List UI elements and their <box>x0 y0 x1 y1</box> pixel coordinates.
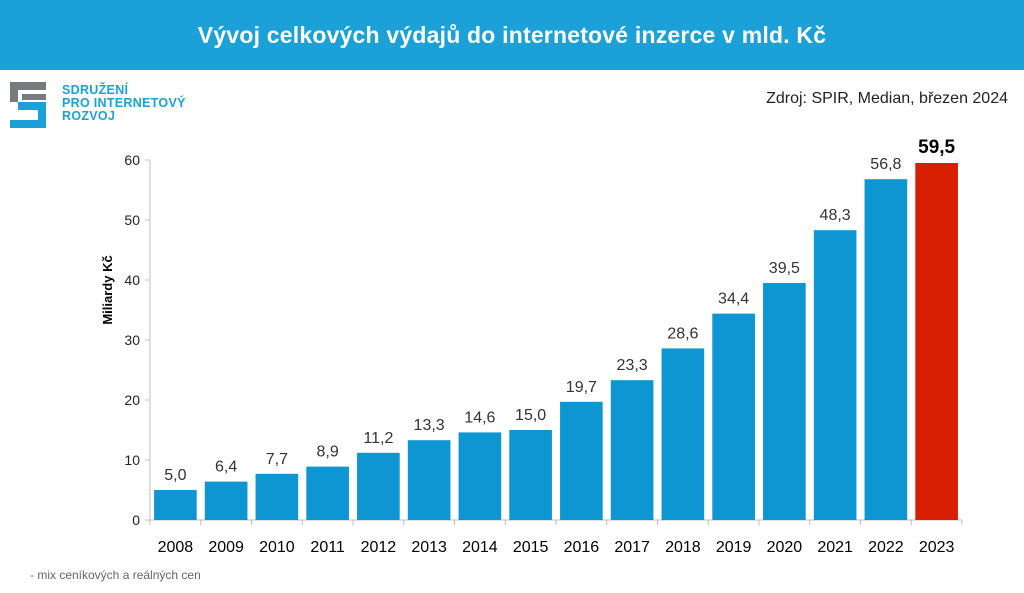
x-tick-label: 2022 <box>868 539 904 556</box>
bar-value-label: 14,6 <box>464 409 495 426</box>
logo: SDRUŽENÍ PRO INTERNETOVÝ ROZVOJ <box>8 80 208 132</box>
x-tick-label: 2021 <box>817 539 853 556</box>
y-tick-label: 40 <box>124 272 140 288</box>
bar-value-label: 23,3 <box>617 357 648 374</box>
bar-value-label: 56,8 <box>870 156 901 173</box>
bar-value-label: 8,9 <box>317 444 339 461</box>
bar <box>560 401 603 520</box>
x-tick-label: 2023 <box>919 539 955 556</box>
bar-value-label: 34,4 <box>718 291 749 308</box>
bar <box>509 430 552 520</box>
bar-value-label: 11,2 <box>363 430 393 447</box>
page-title: Vývoj celkových výdajů do internetové in… <box>197 21 827 48</box>
x-tick-label: 2008 <box>158 539 194 556</box>
bar-value-label: 5,0 <box>164 467 186 484</box>
bar <box>610 380 654 520</box>
bar-value-label: 6,4 <box>215 459 237 476</box>
logo-line: PRO INTERNETOVÝ <box>62 96 186 110</box>
bar-value-label: 39,5 <box>769 260 800 277</box>
logo-line: SDRUŽENÍ <box>62 83 129 97</box>
bar-value-label: 19,7 <box>566 379 597 396</box>
x-tick-label: 2010 <box>259 539 295 556</box>
bar <box>864 179 908 520</box>
bar-value-label: 48,3 <box>820 207 851 224</box>
bar-value-label: 15,0 <box>515 407 546 424</box>
x-tick-label: 2011 <box>310 539 345 556</box>
x-tick-label: 2015 <box>513 539 549 556</box>
bar <box>255 473 299 520</box>
y-tick-label: 50 <box>124 212 140 228</box>
x-tick-label: 2014 <box>462 539 498 556</box>
bar <box>407 440 451 520</box>
x-tick-label: 2013 <box>411 539 447 556</box>
logo-line: ROZVOJ <box>62 109 116 123</box>
bar-value-label: 28,6 <box>667 325 698 342</box>
x-tick-label: 2018 <box>665 539 701 556</box>
y-axis-title: Miliardy Kč <box>100 255 115 324</box>
logo-text: SDRUŽENÍ PRO INTERNETOVÝ ROZVOJ <box>62 84 186 123</box>
bar <box>357 452 400 520</box>
bar <box>763 283 806 520</box>
x-tick-label: 2012 <box>361 539 397 556</box>
x-tick-label: 2019 <box>716 539 752 556</box>
bar <box>458 432 502 520</box>
bar <box>712 313 755 520</box>
bar <box>661 348 705 520</box>
y-tick-label: 10 <box>124 452 140 468</box>
bar <box>813 230 857 520</box>
x-tick-label: 2020 <box>767 539 803 556</box>
header-bar: Vývoj celkových výdajů do internetové in… <box>0 0 1024 70</box>
bar-value-label: 7,7 <box>266 451 288 468</box>
y-tick-label: 0 <box>132 512 140 528</box>
y-tick-label: 20 <box>124 392 140 408</box>
bar <box>306 466 349 520</box>
y-tick-label: 60 <box>124 152 140 168</box>
x-tick-label: 2009 <box>208 539 244 556</box>
footnote: - mix ceníkových a reálných cen <box>30 568 201 582</box>
y-tick-label: 30 <box>124 332 140 348</box>
bar <box>204 481 248 520</box>
x-tick-label: 2016 <box>564 539 600 556</box>
bar <box>154 490 197 520</box>
spir-logo-icon <box>10 82 46 128</box>
source-note: Zdroj: SPIR, Median, březen 2024 <box>766 90 1008 107</box>
x-tick-label: 2017 <box>614 539 650 556</box>
bar <box>915 163 958 520</box>
bar-value-label: 59,5 <box>918 137 955 158</box>
bar-value-label: 13,3 <box>414 417 445 434</box>
